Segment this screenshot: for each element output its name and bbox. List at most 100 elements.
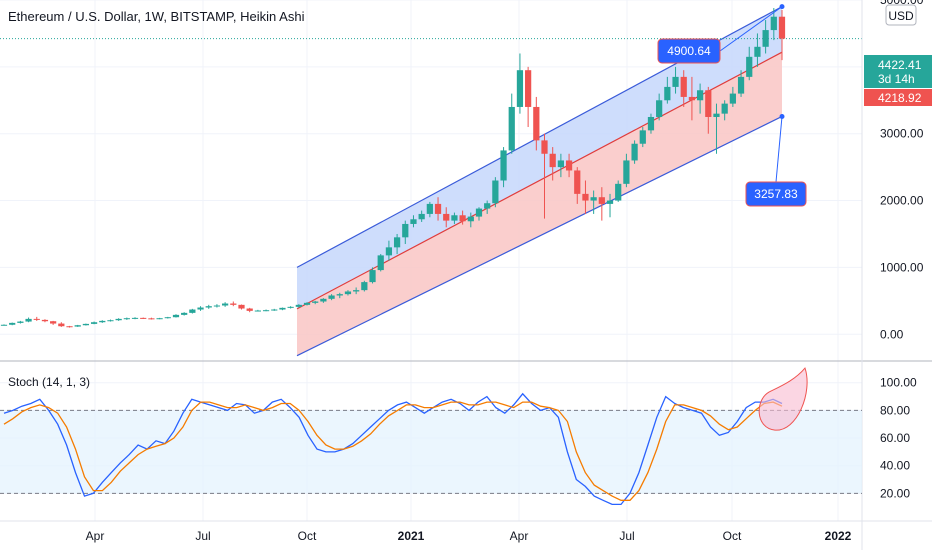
price-tick-label: 0.00 [880, 327, 904, 341]
stoch-highlight-shape[interactable] [758, 367, 808, 431]
time-tick-label: Oct [298, 529, 317, 543]
candle-body [361, 282, 368, 291]
candle-body [656, 100, 663, 117]
candle-body [74, 325, 81, 327]
candle-body [189, 309, 196, 313]
candle-body [328, 295, 335, 299]
upper-callout-label: 4900.64 [667, 44, 711, 58]
candle-body [762, 30, 769, 47]
candle-body [778, 16, 786, 39]
currency-button[interactable] [885, 4, 917, 26]
candle-body [565, 160, 573, 171]
candle-body [336, 294, 343, 296]
time-tick-label: Apr [86, 529, 105, 543]
candle-body [295, 304, 302, 307]
candle-body [303, 302, 311, 305]
candle-body [25, 318, 32, 322]
stoch-tick-label: 80.00 [880, 403, 910, 417]
candle-body [254, 310, 261, 312]
candle-body [156, 318, 163, 320]
candle-body [770, 16, 777, 31]
candle-body [598, 197, 605, 204]
channel-lower-fill [297, 52, 782, 356]
upper-channel-handle[interactable] [779, 4, 785, 10]
candle-body [271, 309, 278, 311]
candle-body [533, 106, 540, 141]
stoch-axis[interactable]: 100.00 80.00 60.00 40.00 20.00 [880, 376, 917, 501]
stoch-tick-label: 20.00 [880, 486, 910, 500]
stoch-tick-label: 40.00 [880, 459, 910, 473]
channel-lower-line[interactable] [296, 115, 783, 357]
candle-body [230, 303, 237, 305]
candle-body [434, 203, 442, 214]
stoch-tick-label: 100.00 [880, 376, 917, 390]
candle-body [557, 160, 564, 168]
candle-body [500, 150, 507, 181]
candle-body [516, 70, 524, 107]
candle-body [737, 76, 745, 94]
candle-body [9, 322, 16, 325]
candle-body [17, 321, 24, 323]
candle-body [574, 170, 581, 194]
countdown-label: 3d 14h [878, 72, 915, 86]
chart-title: Ethereum / U.S. Dollar, 1W, BITSTAMP, He… [8, 9, 305, 24]
secondary-price-tag [864, 89, 932, 106]
candle-body [246, 308, 253, 311]
candle-body [205, 306, 212, 308]
candle-body [82, 323, 90, 326]
candle-body [377, 255, 384, 271]
candle-body [33, 318, 40, 320]
time-tick-label: Apr [510, 529, 529, 543]
price-tick-label: 1000.00 [880, 260, 924, 274]
candle-body [115, 318, 122, 321]
channel-upper-fill [297, 6, 782, 309]
candle-body [647, 116, 655, 131]
candle-body [222, 303, 229, 306]
candle-body [393, 237, 401, 248]
candle-body [582, 193, 589, 201]
candle-body [754, 46, 761, 57]
candle-body [713, 113, 720, 117]
secondary-price-label: 4218.92 [878, 91, 922, 105]
candle-body [623, 160, 630, 184]
candle-body [615, 183, 622, 201]
candle-body [475, 208, 483, 217]
price-tick-label: 2000.00 [880, 194, 924, 208]
candle-body [131, 317, 139, 319]
candle-body [418, 213, 425, 220]
current-price-tag [864, 55, 932, 88]
lower-callout-label: 3257.83 [754, 187, 798, 201]
candle-body [459, 215, 466, 222]
price-tick-label: 5000.00 [880, 0, 924, 7]
upper-callout-connector [719, 6, 783, 52]
candle-body [672, 76, 679, 87]
time-axis[interactable]: Apr Jul Oct 2021 Apr Jul Oct 2022 [86, 529, 852, 543]
lower-callout-box[interactable] [745, 181, 807, 207]
upper-callout-box[interactable] [657, 38, 721, 64]
candles [0, 8, 786, 328]
candle-body [705, 90, 712, 117]
candle-body [90, 322, 98, 324]
candle-body [426, 203, 433, 214]
currency-label: USD [888, 9, 914, 23]
candle-body [549, 153, 556, 168]
candle-body [402, 223, 409, 238]
candle-body [664, 86, 671, 101]
stoch-k-line [3, 392, 783, 506]
candle-body [696, 90, 704, 101]
price-tick-label: 3000.00 [880, 127, 924, 141]
candle-body [279, 307, 286, 310]
candle-body [410, 219, 417, 224]
candle-body [287, 306, 294, 308]
candle-body [590, 197, 597, 201]
candle-body [148, 318, 155, 320]
candle-body [631, 143, 638, 161]
lower-channel-handle[interactable] [779, 113, 785, 119]
candle-body [172, 314, 180, 318]
candle-body [164, 317, 171, 319]
candle-body [721, 103, 728, 114]
candle-body [492, 180, 499, 204]
